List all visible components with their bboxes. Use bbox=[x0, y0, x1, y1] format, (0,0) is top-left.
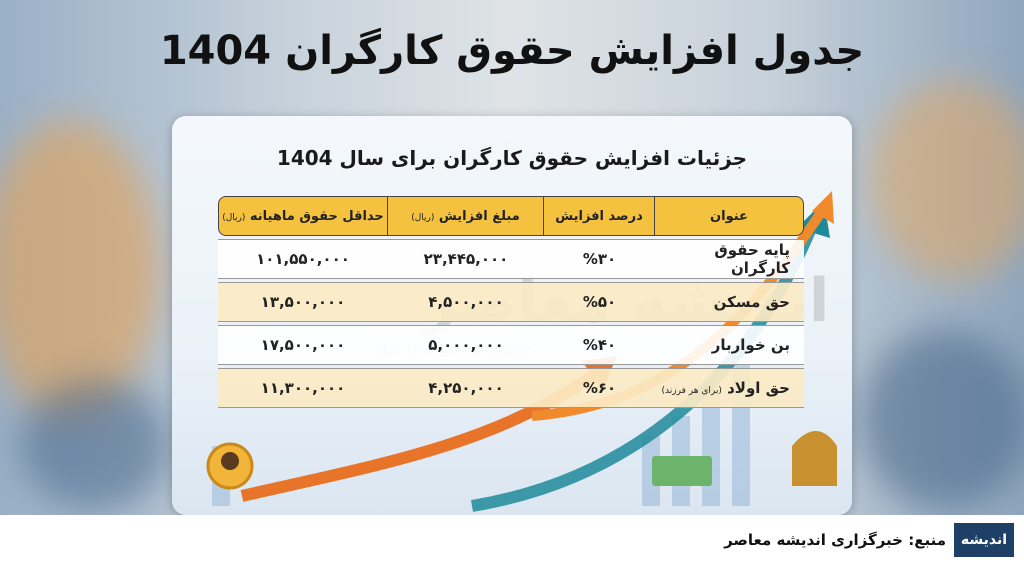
table-row: پایه حقوق کارگران %۳۰ ۲۳,۴۴۵,۰۰۰ ۱۰۱,۵۵۰,۰۰… bbox=[218, 239, 804, 279]
table-cell: ۱۳,۵۰۰,۰۰۰ bbox=[218, 282, 388, 322]
header-row: عنوان درصد افزایش مبلغ افزایش (ریال) حداقل … bbox=[218, 196, 804, 236]
table-cell: ۱۷,۵۰۰,۰۰۰ bbox=[218, 325, 388, 365]
bg-blob bbox=[0, 120, 160, 420]
row-title: پایه حقوق کارگران bbox=[714, 241, 790, 277]
header-cell: مبلغ افزایش (ریال) bbox=[388, 196, 544, 236]
table-cell: حق اولاد (برای هر فرزند) bbox=[655, 368, 804, 408]
table-row: حق اولاد (برای هر فرزند) %۶۰ ۴,۲۵۰,۰۰۰ ۱۱,۳… bbox=[218, 368, 804, 408]
row-title: حق اولاد bbox=[727, 379, 790, 397]
source: منبع: خبرگزاری اندیشه معاصر bbox=[724, 531, 946, 549]
header-text: عنوان bbox=[710, 208, 748, 224]
table-cell: %۶۰ bbox=[544, 368, 655, 408]
table-row: بن خواربار %۴۰ ۵,۰۰۰,۰۰۰ ۱۷,۵۰۰,۰۰۰ bbox=[218, 325, 804, 365]
note: (ریال) bbox=[222, 212, 246, 223]
cell-value: ۱۷,۵۰۰,۰۰۰ bbox=[260, 336, 346, 354]
row-title: حق مسکن bbox=[713, 293, 790, 311]
table-cell: ۴,۵۰۰,۰۰۰ bbox=[388, 282, 544, 322]
bg-blob bbox=[860, 330, 1024, 510]
table-cell: ۱۰۱,۵۵۰,۰۰۰ bbox=[218, 239, 388, 279]
card: جزئیات افزایش حقوق کارگران برای سال 1404… bbox=[172, 116, 852, 515]
cell-value: ۱۱,۳۰۰,۰۰۰ bbox=[260, 379, 346, 397]
cell-value: ۱۰۱,۵۵۰,۰۰۰ bbox=[256, 250, 350, 268]
logo: اندیشه bbox=[954, 523, 1014, 557]
salary-table: عنوان درصد افزایش مبلغ افزایش (ریال) حداقل … bbox=[218, 193, 804, 411]
header-cell: حداقل حقوق ماهیانه (ریال) bbox=[218, 196, 388, 236]
table-cell: حق مسکن bbox=[655, 282, 804, 322]
header-cell: عنوان bbox=[655, 196, 804, 236]
header-text: مبلغ افزایش bbox=[438, 208, 520, 224]
header-cell: درصد افزایش bbox=[544, 196, 655, 236]
cell-value: %۵۰ bbox=[582, 293, 617, 311]
table-cell: ۵,۰۰۰,۰۰۰ bbox=[388, 325, 544, 365]
card-title: جزئیات افزایش حقوق کارگران برای سال 1404 bbox=[276, 146, 748, 170]
table-cell: ۴,۲۵۰,۰۰۰ bbox=[388, 368, 544, 408]
page-title: جدول افزایش حقوق کارگران 1404 bbox=[159, 28, 865, 74]
note: (ریال) bbox=[411, 212, 435, 223]
table-cell: %۵۰ bbox=[544, 282, 655, 322]
cell-value: ۵,۰۰۰,۰۰۰ bbox=[428, 336, 504, 354]
header-text: حداقل حقوق ماهیانه bbox=[249, 208, 384, 224]
table-cell: %۳۰ bbox=[544, 239, 655, 279]
cell-value: %۶۰ bbox=[582, 379, 617, 397]
table-cell: پایه حقوق کارگران bbox=[655, 239, 804, 279]
cell-value: ۴,۲۵۰,۰۰۰ bbox=[428, 379, 504, 397]
cell-value: ۱۳,۵۰۰,۰۰۰ bbox=[260, 293, 346, 311]
bg-blob bbox=[20, 380, 170, 510]
cell-value: ۴,۵۰۰,۰۰۰ bbox=[428, 293, 504, 311]
bg-blob bbox=[870, 80, 1024, 280]
table-row: حق مسکن %۵۰ ۴,۵۰۰,۰۰۰ ۱۳,۵۰۰,۰۰۰ bbox=[218, 282, 804, 322]
table-cell: ۲۳,۴۴۵,۰۰۰ bbox=[388, 239, 544, 279]
row-title: بن خواربار bbox=[711, 336, 790, 354]
cell-value: %۳۰ bbox=[582, 250, 617, 268]
header-text: درصد افزایش bbox=[555, 208, 643, 224]
cell-value: %۴۰ bbox=[582, 336, 617, 354]
table-cell: %۴۰ bbox=[544, 325, 655, 365]
table-cell: بن خواربار bbox=[655, 325, 804, 365]
table-cell: ۱۱,۳۰۰,۰۰۰ bbox=[218, 368, 388, 408]
note: (برای هر فرزند) bbox=[661, 386, 722, 396]
cell-value: ۲۳,۴۴۵,۰۰۰ bbox=[423, 250, 509, 268]
footer: اندیشه منبع: خبرگزاری اندیشه معاصر bbox=[0, 515, 1024, 572]
